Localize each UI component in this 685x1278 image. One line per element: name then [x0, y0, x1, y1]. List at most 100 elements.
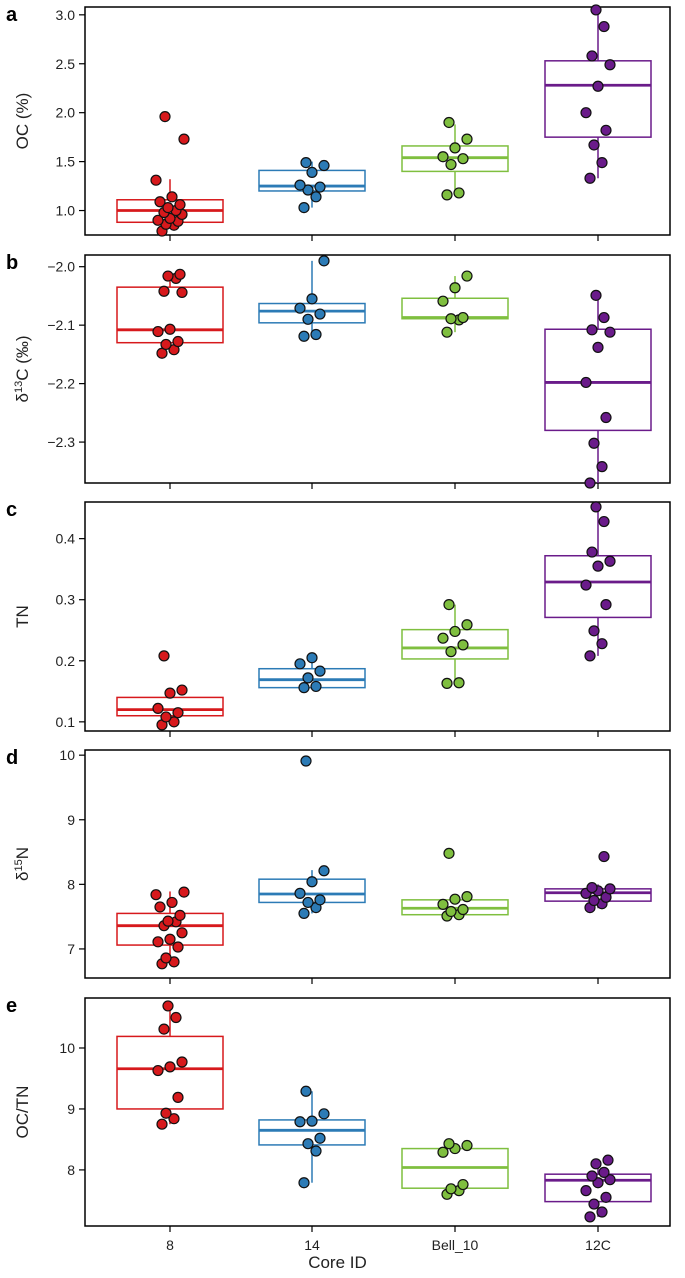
- data-point: [176, 1056, 188, 1068]
- data-point: [453, 677, 465, 689]
- data-point: [176, 684, 188, 696]
- y-axis-label: TN: [13, 605, 32, 628]
- data-point: [176, 286, 188, 299]
- data-point: [461, 270, 473, 282]
- data-point: [314, 308, 326, 320]
- data-point: [596, 1206, 608, 1218]
- panel-letter: d: [6, 747, 18, 769]
- data-point: [445, 158, 457, 171]
- data-point: [602, 1154, 614, 1166]
- data-point: [449, 625, 461, 638]
- y-tick-label: 8: [67, 876, 75, 892]
- data-point: [588, 139, 600, 151]
- y-axis-label: δ15N: [13, 847, 32, 881]
- data-point: [300, 1085, 312, 1097]
- data-point: [314, 181, 326, 193]
- box-Bell_10: [401, 116, 509, 201]
- y-axis-label: OC (%): [13, 93, 32, 150]
- data-point: [300, 755, 312, 767]
- y-tick-label: 0.4: [56, 531, 76, 547]
- data-point: [600, 1191, 612, 1203]
- data-point: [154, 901, 166, 913]
- data-point: [445, 313, 457, 325]
- data-point: [461, 1139, 473, 1152]
- data-point: [437, 1146, 449, 1158]
- data-point: [174, 199, 186, 211]
- data-point: [294, 887, 306, 899]
- data-point: [604, 883, 616, 895]
- data-point: [443, 847, 455, 859]
- data-point: [166, 191, 178, 203]
- data-point: [437, 295, 449, 307]
- data-point: [596, 638, 608, 650]
- y-tick-label: 1.5: [56, 154, 76, 170]
- data-point: [160, 338, 172, 351]
- data-point: [172, 707, 184, 719]
- data-point: [310, 1145, 322, 1157]
- y-tick-label: 2.0: [56, 105, 76, 121]
- box-14: [258, 755, 366, 920]
- data-point: [294, 1116, 306, 1128]
- data-point: [580, 579, 592, 591]
- data-point: [592, 560, 604, 572]
- data-point: [318, 159, 330, 172]
- data-point: [294, 179, 306, 191]
- box-14: [258, 1085, 366, 1189]
- y-tick-label: 3.0: [56, 7, 76, 23]
- plot-frame: [84, 749, 671, 979]
- data-point: [164, 687, 176, 699]
- data-point: [162, 915, 174, 927]
- data-point: [588, 437, 600, 449]
- data-point: [588, 894, 600, 907]
- data-point: [298, 330, 310, 342]
- box-14: [258, 652, 366, 694]
- data-point: [160, 952, 172, 964]
- data-point: [598, 311, 610, 324]
- data-point: [604, 326, 616, 338]
- data-point: [600, 124, 612, 136]
- data-point: [158, 285, 170, 297]
- data-point: [172, 335, 184, 348]
- y-tick-label: 2.5: [56, 56, 76, 72]
- data-point: [437, 151, 449, 163]
- box-Bell_10: [401, 270, 509, 338]
- y-tick-label: 1.0: [56, 203, 76, 219]
- data-point: [314, 665, 326, 677]
- data-point: [457, 1178, 469, 1191]
- x-tick-label: Bell_10: [432, 1237, 479, 1253]
- data-point: [152, 325, 164, 338]
- y-tick-label: 10: [59, 747, 75, 763]
- data-point: [604, 1174, 616, 1186]
- data-point: [166, 896, 178, 909]
- y-tick-label: −2.2: [47, 376, 75, 392]
- data-point: [302, 313, 314, 325]
- data-point: [457, 153, 469, 165]
- data-point: [158, 1023, 170, 1035]
- box-8: [116, 650, 224, 731]
- data-point: [580, 1185, 592, 1197]
- y-axis-label: OC/TN: [13, 1086, 32, 1139]
- data-point: [174, 909, 186, 921]
- x-tick-label: 14: [304, 1237, 320, 1253]
- data-point: [461, 891, 473, 903]
- data-point: [584, 650, 596, 662]
- y-axis-label-tail: C (‰): [13, 335, 32, 380]
- data-point: [457, 311, 469, 324]
- data-point: [441, 189, 453, 201]
- data-point: [306, 166, 318, 178]
- data-point: [580, 107, 592, 119]
- data-point: [318, 1108, 330, 1120]
- x-axis-label: Core ID: [308, 1253, 367, 1272]
- data-point: [596, 461, 608, 473]
- data-point: [164, 933, 176, 945]
- data-point: [152, 1064, 164, 1077]
- data-point: [306, 652, 318, 664]
- data-point: [453, 187, 465, 199]
- data-point: [443, 598, 455, 611]
- data-point: [314, 1132, 326, 1144]
- data-point: [445, 646, 457, 658]
- data-point: [584, 172, 596, 184]
- y-axis-label-tail: N: [13, 847, 32, 859]
- box-body: [544, 60, 652, 138]
